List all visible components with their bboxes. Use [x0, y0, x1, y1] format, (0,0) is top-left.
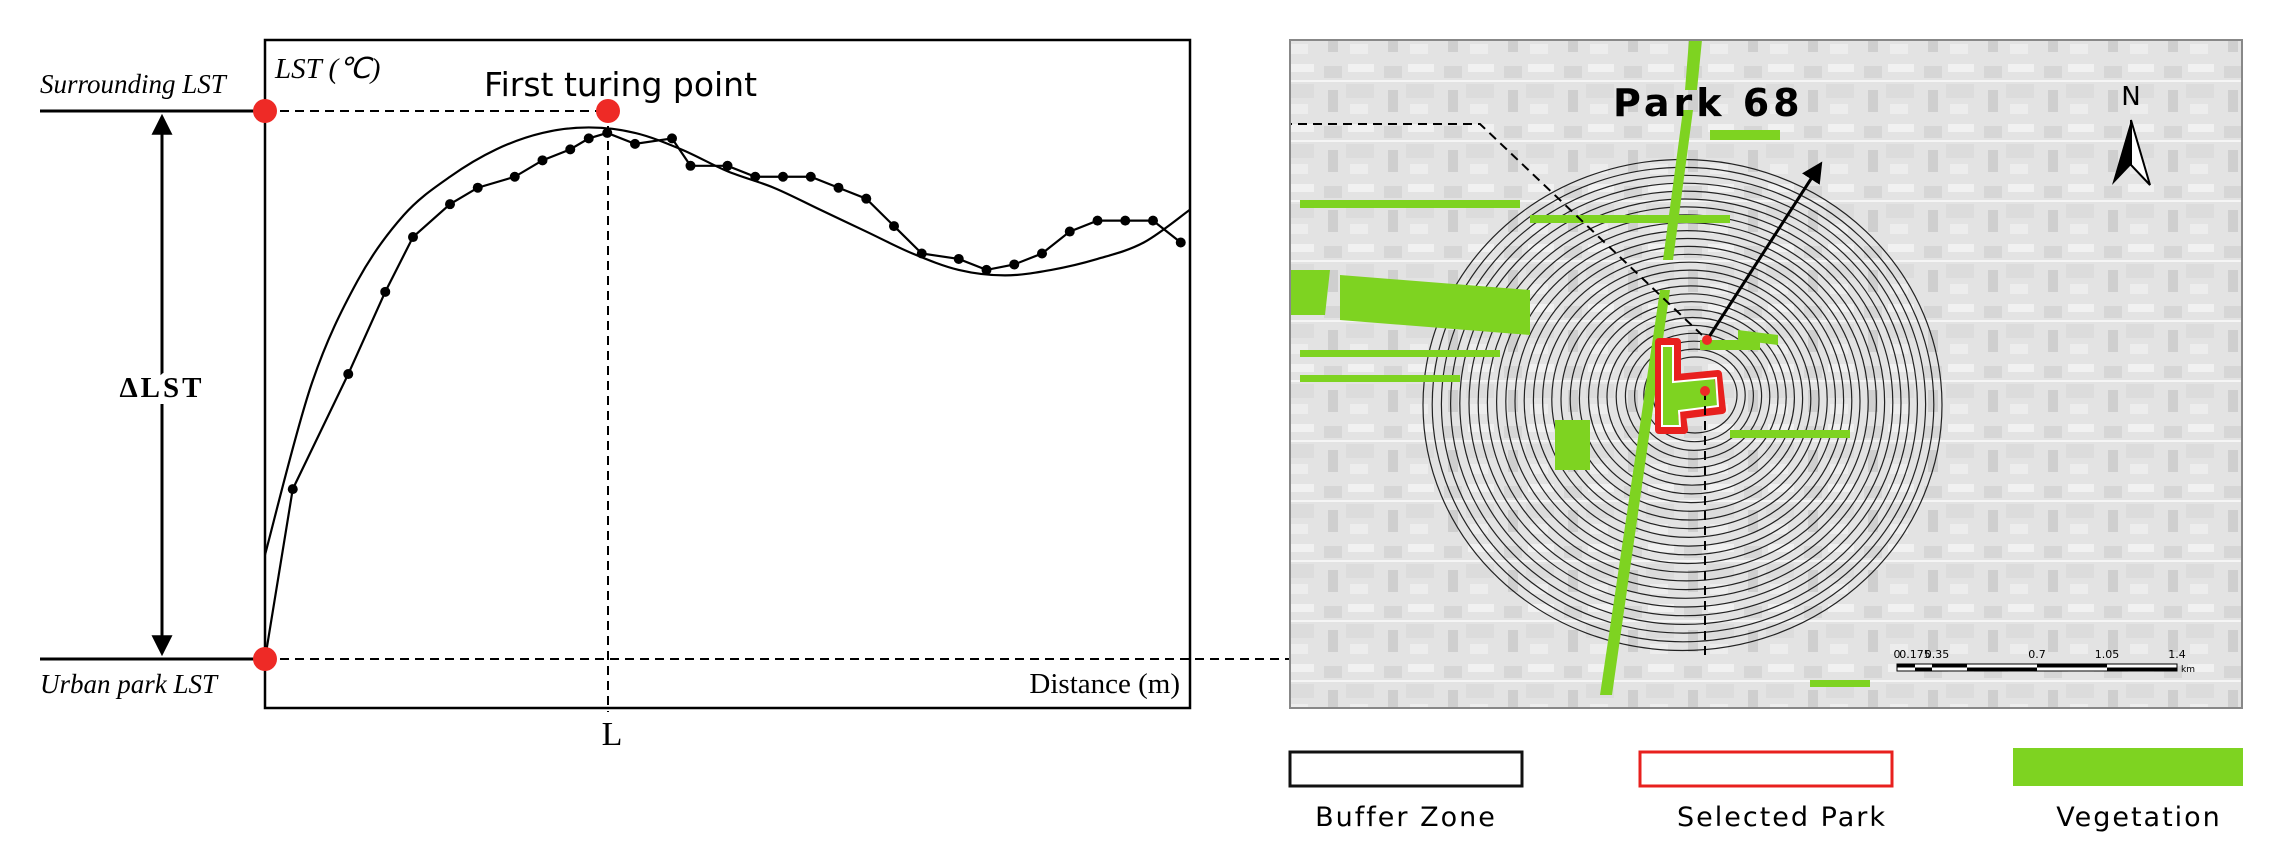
observed-point — [445, 199, 455, 210]
legend-label-vegetation: Vegetation — [2056, 802, 2222, 833]
urban-lst-marker — [253, 647, 277, 671]
legend: Buffer Zone Selected Park Vegetation — [1288, 748, 2243, 833]
urban-park-lst-label: Urban park LST — [40, 669, 219, 699]
observed-point — [1037, 248, 1047, 259]
buffer-ring — [1569, 285, 1812, 512]
buffer-ring — [1615, 324, 1771, 469]
surrounding-lst-label: Surrounding LST — [40, 69, 228, 99]
x-axis-label: Distance (m) — [1029, 668, 1180, 700]
north-arrow-icon — [2112, 119, 2151, 186]
observed-point — [916, 248, 927, 259]
observed-point — [509, 171, 520, 182]
legend-swatch-selected-park — [1638, 750, 1894, 788]
legend-label-buffer-zone: Buffer Zone — [1315, 802, 1497, 833]
observed-point — [1064, 226, 1075, 237]
map-panel: Park 68 N 0 0.175 0.35 0.7 — [1289, 39, 2243, 709]
observed-point — [565, 144, 576, 155]
park-boundary-marker — [1700, 386, 1710, 396]
scale-tick-4: 1.05 — [2095, 648, 2120, 661]
scale-tick-5: 1.4 — [2168, 648, 2186, 661]
plot-frame — [263, 38, 1192, 710]
buffer-ring — [1597, 308, 1787, 486]
observed-point — [630, 138, 640, 149]
observed-point — [750, 171, 761, 182]
map-title: Park 68 — [1613, 81, 1804, 125]
observed-point — [602, 127, 613, 138]
scale-bar: 0 0.175 0.35 0.7 1.05 1.4 km — [1894, 648, 2195, 675]
observed-point — [1148, 215, 1158, 226]
direction-arrow — [1705, 161, 1823, 341]
observed-point — [778, 171, 788, 182]
buffer-ring — [1633, 340, 1754, 451]
legend-label-selected-park: Selected Park — [1677, 802, 1887, 833]
buffer-ring — [1578, 293, 1804, 504]
observed-point — [408, 232, 418, 243]
buffer-ring — [1459, 190, 1910, 617]
observed-point — [1092, 215, 1103, 226]
observed-point — [685, 160, 696, 171]
buffer-ring — [1606, 316, 1779, 478]
observed-point — [287, 484, 298, 495]
buffer-ring — [1587, 301, 1795, 495]
observed-point — [861, 193, 872, 204]
observed-point — [380, 286, 391, 297]
scale-tick-1: 0.175 — [1899, 648, 1931, 661]
observed-point — [889, 221, 899, 232]
legend-swatch-vegetation — [2013, 748, 2243, 786]
observed-point — [1009, 259, 1020, 270]
observed-point — [805, 171, 816, 182]
buffer-ring — [1449, 182, 1918, 625]
buffer-ring — [1624, 332, 1763, 460]
buffer-ring — [1468, 198, 1902, 608]
observed-point — [1175, 237, 1186, 248]
map-connector-line — [1290, 123, 1703, 336]
scale-tick-2: 0.35 — [1925, 648, 1950, 661]
scale-tick-3: 0.7 — [2028, 648, 2046, 661]
scale-unit: km — [2181, 665, 2195, 675]
delta-lst-label: ΔLST — [120, 372, 205, 404]
buffer-ring — [1532, 253, 1845, 547]
vegetation-patches — [1290, 40, 1870, 695]
observed-point — [537, 155, 548, 166]
buffer-ring — [1551, 269, 1828, 530]
buffer-ring — [1505, 229, 1869, 573]
observed-point — [981, 264, 992, 275]
observed-point — [667, 133, 677, 144]
observed-point — [722, 160, 733, 171]
lst-diagram: LST (℃) Distance (m) Surrounding LST Urb… — [40, 38, 1705, 753]
observed-point — [472, 182, 483, 193]
turning-point-marker — [596, 99, 620, 123]
buffer-ring — [1477, 206, 1894, 599]
park-point-marker — [1702, 335, 1712, 345]
observed-point — [583, 133, 594, 144]
scale-tick-0: 0 — [1894, 648, 1901, 661]
buffer-ring — [1643, 348, 1746, 443]
buffer-ring — [1486, 214, 1886, 591]
observed-lst-line — [263, 131, 1182, 660]
north-label: N — [2121, 82, 2140, 112]
observed-point — [833, 182, 844, 193]
y-axis-label: LST (℃) — [274, 53, 380, 85]
buffer-ring — [1560, 277, 1820, 521]
buffer-ring — [1514, 237, 1861, 565]
buffer-ring — [1541, 261, 1836, 538]
observed-points — [287, 127, 1186, 495]
surrounding-lst-marker — [253, 99, 277, 123]
map-frame — [1289, 39, 2243, 709]
distance-marker-label: L — [602, 716, 623, 753]
legend-swatch-buffer-zone — [1288, 750, 1524, 788]
observed-point — [1120, 215, 1131, 226]
fitted-curve — [263, 126, 1191, 556]
turning-point-label: First turing point — [484, 65, 757, 104]
observed-point — [953, 253, 964, 264]
observed-point — [343, 369, 354, 380]
buffer-ring — [1523, 245, 1853, 556]
